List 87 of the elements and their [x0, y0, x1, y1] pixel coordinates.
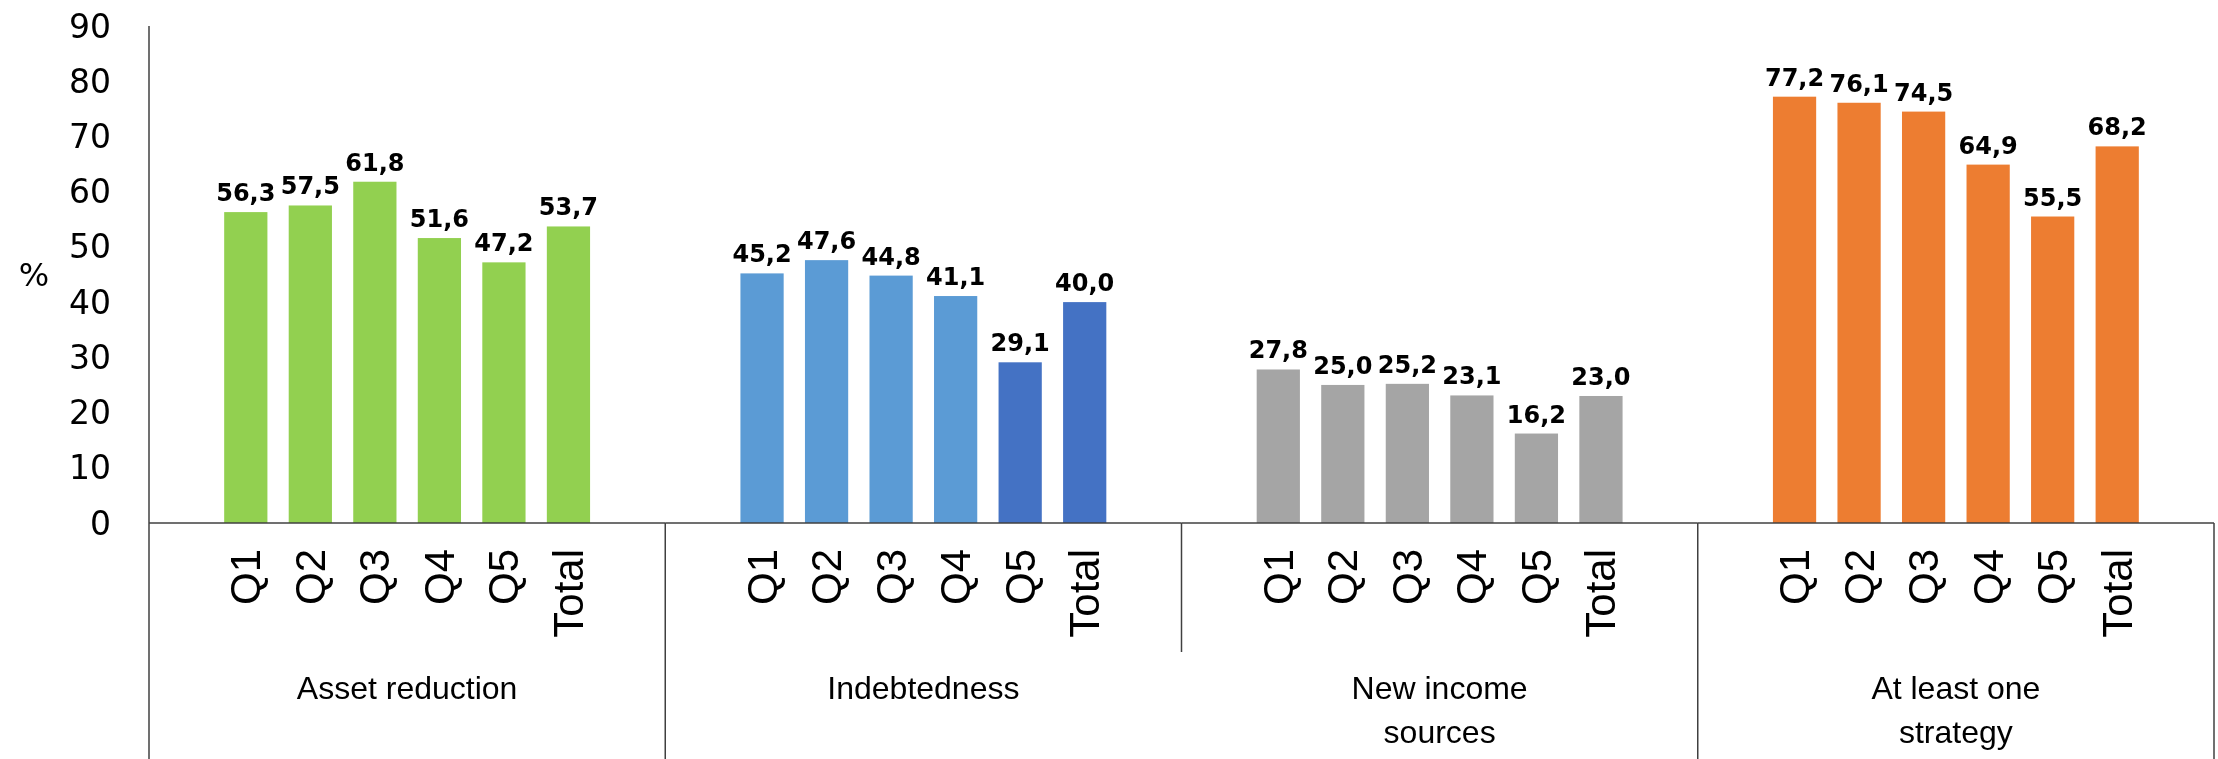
data-label: 29,1	[990, 329, 1050, 358]
bar	[1063, 302, 1107, 523]
y-tick-label: 40	[69, 282, 111, 322]
x-tick-label: Q4	[932, 549, 980, 606]
bar	[353, 181, 397, 523]
x-tick-label: Q3	[351, 549, 399, 606]
x-tick-label: Q5	[2029, 549, 2077, 606]
x-tick-label: Q2	[1319, 549, 1367, 606]
x-tick-label: Q1	[222, 549, 270, 606]
data-label: 76,1	[1829, 69, 1889, 98]
x-axis-title: Indebtedness	[827, 670, 1020, 706]
bar	[1385, 383, 1429, 523]
bar	[1837, 102, 1881, 523]
x-tick-label: Q5	[996, 549, 1044, 606]
y-tick-label: 0	[90, 503, 111, 543]
x-tick-label: Q1	[1771, 549, 1819, 606]
x-tick-label: Total	[2093, 549, 2141, 638]
y-tick-label: 30	[69, 337, 111, 377]
data-label: 41,1	[926, 263, 986, 292]
bar	[804, 260, 849, 523]
x-tick-label: Q1	[1254, 549, 1302, 606]
data-label: 23,1	[1442, 362, 1502, 391]
y-tick-label: 80	[69, 61, 111, 101]
data-label: 47,2	[474, 229, 534, 258]
bar	[869, 275, 913, 523]
data-label: 77,2	[1764, 63, 1825, 92]
data-label: 64,9	[1958, 131, 2018, 160]
data-label: 16,2	[1506, 400, 1567, 429]
x-tick-label: Q2	[286, 549, 334, 606]
bar	[1772, 96, 1817, 523]
y-tick-label: 20	[69, 393, 111, 433]
data-label: 27,8	[1248, 336, 1308, 365]
bar	[546, 226, 591, 523]
x-tick-label: Q4	[415, 549, 463, 606]
data-label: 55,5	[2023, 183, 2083, 212]
bar	[1256, 369, 1300, 523]
x-axis-title: Asset reduction	[296, 670, 518, 706]
bar	[1450, 395, 1494, 523]
bar	[224, 212, 268, 523]
data-label: 25,0	[1313, 351, 1373, 380]
x-tick-label: Q2	[803, 549, 851, 606]
bar	[998, 362, 1042, 523]
bar	[417, 238, 462, 523]
data-label: 25,2	[1377, 350, 1437, 379]
x-tick-label: Q3	[1383, 549, 1431, 606]
data-label: 57,5	[280, 172, 340, 201]
x-tick-label: Q5	[1512, 549, 1560, 606]
x-tick-label: Total	[1061, 549, 1109, 638]
x-tick-label: Q2	[1835, 549, 1883, 606]
x-axis-title: At least one strategy	[1871, 670, 2041, 750]
x-tick-label: Total	[544, 549, 592, 638]
bar	[740, 273, 784, 523]
x-tick-label: Q1	[738, 549, 786, 606]
x-tick-label: Q5	[480, 549, 528, 606]
x-tick-label: Total	[1577, 549, 1625, 638]
x-tick-label: Q4	[1448, 549, 1496, 606]
data-label: 61,8	[345, 148, 405, 177]
bar	[1901, 111, 1946, 523]
bar	[288, 205, 332, 523]
bar	[2031, 216, 2075, 523]
data-label: 53,7	[538, 193, 599, 222]
x-tick-label: Q3	[1900, 549, 1948, 606]
y-tick-label: 90	[69, 6, 111, 46]
data-label: 51,6	[409, 205, 469, 234]
x-axis-title: New income sources	[1351, 670, 1528, 750]
bar	[2095, 146, 2139, 523]
data-label: 45,2	[732, 240, 792, 269]
bar	[1321, 384, 1365, 523]
data-label: 74,5	[1894, 78, 1954, 107]
y-tick-label: 10	[69, 448, 111, 488]
bar	[1966, 164, 2010, 523]
bar	[1514, 433, 1559, 523]
data-label: 47,6	[796, 227, 857, 256]
data-label: 56,3	[216, 179, 276, 208]
data-label: 40,0	[1055, 269, 1115, 298]
data-label: 68,2	[2087, 113, 2147, 142]
bar	[934, 296, 978, 523]
y-tick-label: 60	[69, 172, 111, 212]
data-label: 23,0	[1571, 362, 1631, 391]
y-tick-label: 70	[69, 116, 111, 156]
y-axis-title: %	[18, 255, 50, 294]
data-label: 44,8	[861, 242, 921, 271]
x-tick-label: Q4	[1964, 549, 2012, 606]
bar	[1579, 395, 1623, 523]
x-tick-label: Q3	[867, 549, 915, 606]
y-tick-label: 50	[69, 227, 111, 267]
bar	[482, 262, 526, 523]
